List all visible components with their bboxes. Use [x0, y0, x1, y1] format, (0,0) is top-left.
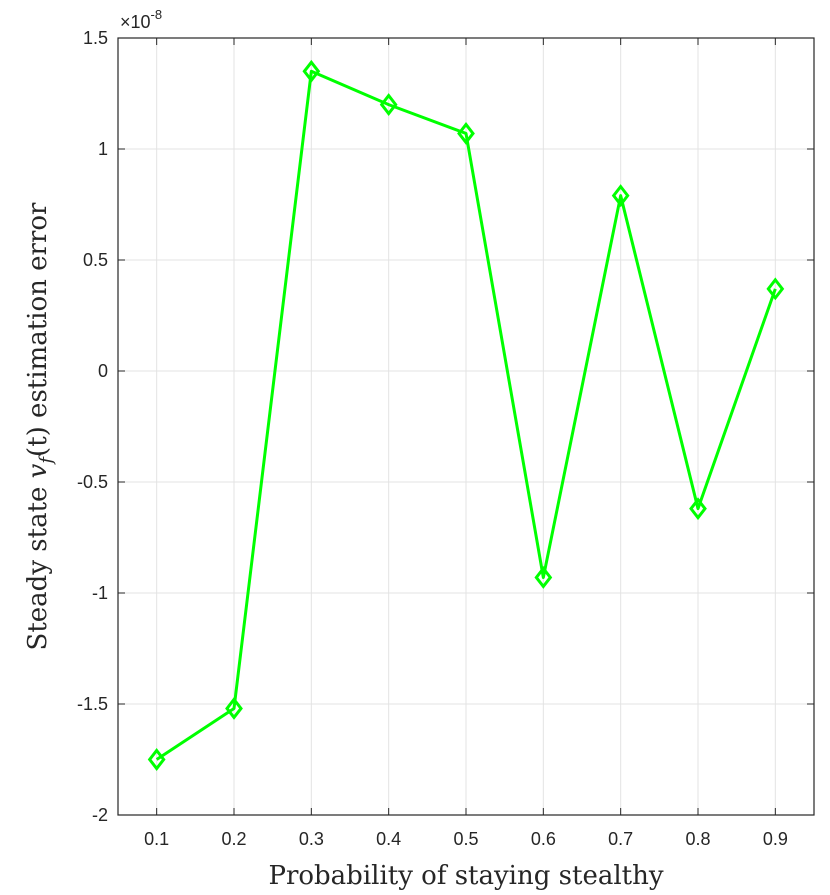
- y-axis-label: Steady state vf(t) estimation error: [23, 202, 57, 651]
- data-point-marker: [379, 93, 398, 117]
- x-axis-label: Probability of staying stealthy: [268, 861, 663, 891]
- y-tick-label: -2: [92, 805, 108, 825]
- x-tick-label: 0.9: [763, 829, 788, 849]
- y-tick-label: -1: [92, 583, 108, 603]
- y-axis-label-prefix: Steady state: [23, 478, 53, 650]
- data-point-marker: [147, 748, 166, 771]
- y-tick-label: 1: [98, 139, 108, 159]
- x-tick-label: 0.8: [685, 829, 710, 849]
- x-tick-label: 0.4: [376, 829, 401, 849]
- data-point-marker: [689, 497, 707, 521]
- x-tick-label: 0.6: [531, 829, 556, 849]
- data-point-marker: [302, 59, 321, 83]
- y-tick-label: 0: [98, 361, 108, 381]
- y-tick-label: 0.5: [83, 250, 108, 270]
- series-layer: [147, 59, 785, 771]
- y-tick-label: -0.5: [77, 472, 108, 492]
- data-point-marker: [611, 184, 630, 208]
- y-axis-label-suffix: estimation error: [23, 202, 53, 426]
- x-tick-label: 0.5: [453, 829, 478, 849]
- data-point-marker: [457, 122, 475, 145]
- x-tick-label: 0.3: [299, 829, 324, 849]
- data-point-marker: [534, 566, 553, 589]
- data-point-marker: [766, 277, 785, 301]
- x-tick-label: 0.2: [221, 829, 246, 849]
- y-axis-label-arg: (t): [23, 426, 53, 457]
- plot-area: 0.1 0.2 0.3 0.4 0.5 0.6 0.7 0.8 0.9 -2 -1.5 -1 -0.5 0…: [77, 28, 815, 849]
- data-point-marker: [225, 696, 243, 720]
- y-exponent-power: -8: [151, 7, 163, 22]
- y-exponent-base: ×10: [120, 12, 151, 32]
- tick-labels: 0.1 0.2 0.3 0.4 0.5 0.6 0.7 0.8 0.9 -2 -1.5 -1 -0.5 0…: [77, 28, 788, 849]
- series-line: [155, 69, 777, 761]
- y-exponent-label: ×10-8: [120, 7, 162, 32]
- y-tick-label: 1.5: [83, 28, 108, 48]
- y-tick-label: -1.5: [77, 694, 108, 714]
- y-axis-label-var: v: [23, 463, 53, 478]
- x-tick-label: 0.1: [144, 829, 169, 849]
- x-tick-label: 0.7: [608, 829, 633, 849]
- tick-marks: [118, 37, 814, 816]
